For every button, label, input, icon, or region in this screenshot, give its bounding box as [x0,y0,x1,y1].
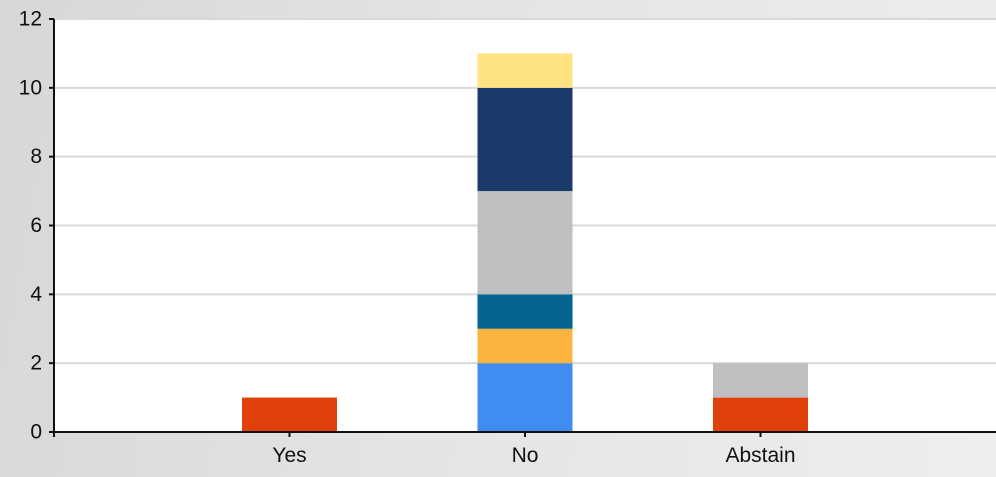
bar-segment-no-series-5 [477,191,573,295]
x-tick-label-no: No [512,444,539,467]
y-tick-label-6: 6 [30,214,42,237]
bar-segment-yes-series-3 [242,397,337,432]
tick-labels: 0 2 4 6 8 10 12 Yes No Abstain [19,8,796,468]
bar-segment-no-series-4 [477,294,573,329]
bar-segment-no-series-1 [477,363,573,432]
y-tick-label-12: 12 [19,8,42,31]
y-tick-label-0: 0 [30,421,42,444]
y-tick-label-8: 8 [30,145,42,168]
bars [242,53,808,432]
y-tick-label-2: 2 [30,352,42,375]
bar-segment-abstain-series-5 [713,363,808,398]
bar-segment-no-series-7 [477,53,573,88]
axes [49,18,996,437]
x-tick-label-yes: Yes [272,444,306,467]
y-tick-label-4: 4 [30,283,42,306]
bar-segment-no-series-6 [477,87,573,192]
bar-segment-no-series-2 [477,328,573,364]
x-tick-label-abstain: Abstain [725,444,795,467]
bar-segment-abstain-series-3 [713,397,808,432]
y-tick-label-10: 10 [19,76,42,99]
